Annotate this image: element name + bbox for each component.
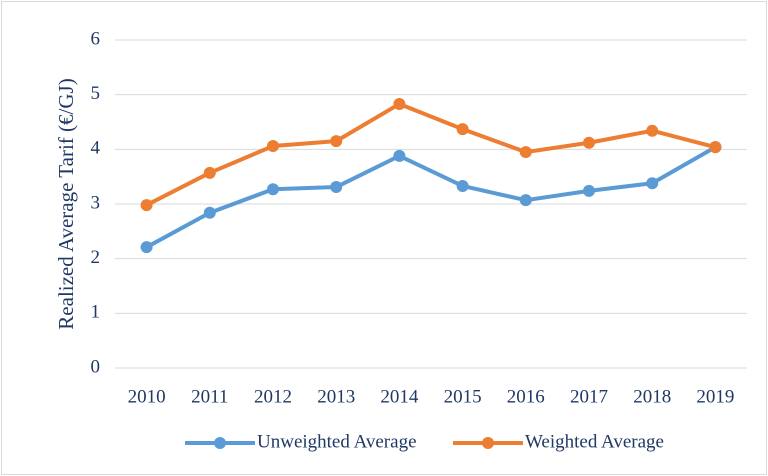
- legend-marker: [482, 437, 494, 449]
- x-tick-label: 2016: [507, 386, 545, 407]
- data-point: [583, 184, 595, 197]
- data-point: [456, 123, 469, 136]
- y-tick-label: 3: [91, 192, 101, 213]
- data-point: [709, 141, 722, 154]
- x-tick-label: 2010: [128, 386, 166, 407]
- data-point: [203, 166, 216, 179]
- data-point: [140, 241, 153, 254]
- x-tick-label: 2013: [317, 386, 355, 407]
- data-point: [646, 124, 659, 137]
- series-line: [145, 145, 717, 249]
- data-point: [267, 183, 279, 196]
- data-point: [519, 146, 532, 159]
- x-tick-label: 2015: [444, 386, 482, 407]
- y-tick-label: 1: [91, 302, 101, 323]
- data-point: [330, 181, 343, 194]
- data-point: [393, 97, 406, 110]
- data-point: [646, 177, 659, 190]
- y-axis-label: Realized Average Tarif (€/GJ): [54, 78, 78, 329]
- legend-label: Weighted Average: [525, 431, 664, 452]
- x-tick-label: 2018: [633, 386, 671, 407]
- x-tick-label: 2014: [380, 386, 419, 407]
- y-tick-label: 5: [91, 83, 101, 104]
- x-tick-label: 2011: [191, 386, 228, 407]
- data-point: [456, 179, 469, 192]
- y-tick-label: 0: [91, 356, 101, 377]
- legend-marker: [214, 437, 226, 449]
- x-tick-label: 2017: [570, 386, 608, 407]
- data-point: [519, 194, 532, 207]
- y-tick-label: 2: [91, 247, 101, 268]
- y-tick-label: 6: [91, 28, 101, 49]
- data-point: [203, 206, 216, 219]
- x-tick-label: 2012: [254, 386, 292, 407]
- series-line: [145, 101, 716, 207]
- legend-label: Unweighted Average: [257, 431, 417, 452]
- x-tick-label: 2019: [696, 386, 734, 407]
- data-point: [583, 136, 595, 149]
- y-tick-label: 4: [91, 138, 101, 159]
- data-point: [267, 140, 279, 153]
- data-point: [330, 135, 343, 148]
- data-point: [393, 149, 406, 162]
- data-point: [140, 199, 153, 212]
